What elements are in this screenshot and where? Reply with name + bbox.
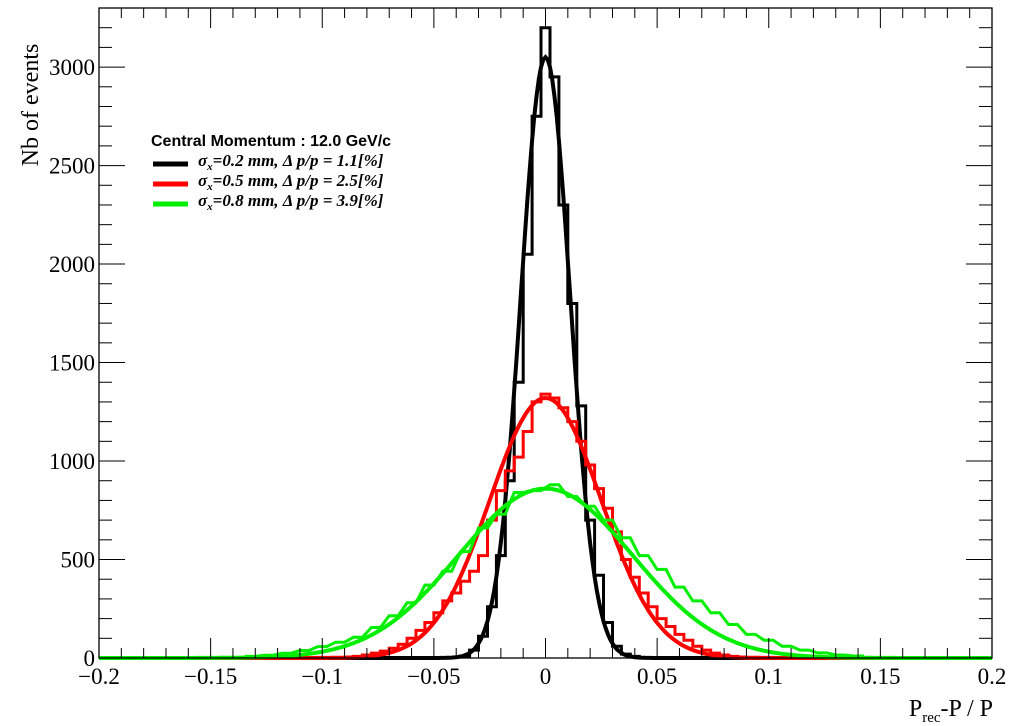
legend-entry-text: =0.2 mm, Δ p/p = 1.1[%] xyxy=(213,151,384,170)
y-axis-title: Nb of events xyxy=(18,44,44,167)
x-tick-label: 0.2 xyxy=(978,664,1007,689)
y-tick-label: 2500 xyxy=(49,154,95,179)
x-tick-label: 0 xyxy=(540,664,552,689)
x-tick-label: 0.1 xyxy=(754,664,783,689)
legend-title: Central Momentum : 12.0 GeV/c xyxy=(151,133,391,150)
legend-entry-red: σx=0.5 mm, Δ p/p = 2.5[%] xyxy=(198,171,384,193)
histogram-series-0 xyxy=(459,26,641,658)
y-tick-label: 1000 xyxy=(49,449,95,474)
x-axis-title-main: P xyxy=(909,696,922,722)
x-axis-title-rest: -P / P xyxy=(941,696,993,722)
legend-sigma: σ xyxy=(198,151,208,170)
y-tick-label: 2000 xyxy=(49,252,95,277)
x-tick-label: −0.05 xyxy=(407,664,460,689)
axes-layer xyxy=(98,7,993,659)
legend-sigma-sub: x xyxy=(206,201,213,213)
y-tick-label: 3000 xyxy=(49,55,95,80)
y-tick-label: 0 xyxy=(84,646,96,671)
legend-sigma-sub: x xyxy=(206,161,213,173)
y-tick-label: 1500 xyxy=(49,351,95,376)
legend-entry-black: σx=0.2 mm, Δ p/p = 1.1[%] xyxy=(198,151,384,173)
x-tick-label: 0.15 xyxy=(860,664,900,689)
y-tick-label: 500 xyxy=(61,548,96,573)
x-tick-label: −0.2 xyxy=(78,664,120,689)
x-axis-title: Prec-P / P xyxy=(909,696,993,726)
legend: Central Momentum : 12.0 GeV/c σx=0.2 mm,… xyxy=(151,133,391,213)
histogram-series-2 xyxy=(244,483,864,658)
tick-labels: −0.2 −0.15 −0.1 −0.05 0 0.05 0.1 0.15 0.2 0 500 100… xyxy=(49,55,1006,689)
legend-sigma-sub: x xyxy=(206,181,213,193)
legend-sigma: σ xyxy=(198,171,208,190)
x-axis-title-sub: rec xyxy=(922,710,941,726)
legend-entry-text: =0.5 mm, Δ p/p = 2.5[%] xyxy=(213,171,384,190)
histogram-series-1 xyxy=(352,392,739,658)
legend-sigma: σ xyxy=(198,191,208,210)
legend-entry-green: σx=0.8 mm, Δ p/p = 3.9[%] xyxy=(198,191,384,213)
x-tick-label: 0.05 xyxy=(637,664,677,689)
x-tick-label: −0.15 xyxy=(184,664,237,689)
legend-entry-text: =0.8 mm, Δ p/p = 3.9[%] xyxy=(213,191,384,210)
x-tick-label: −0.1 xyxy=(301,664,343,689)
